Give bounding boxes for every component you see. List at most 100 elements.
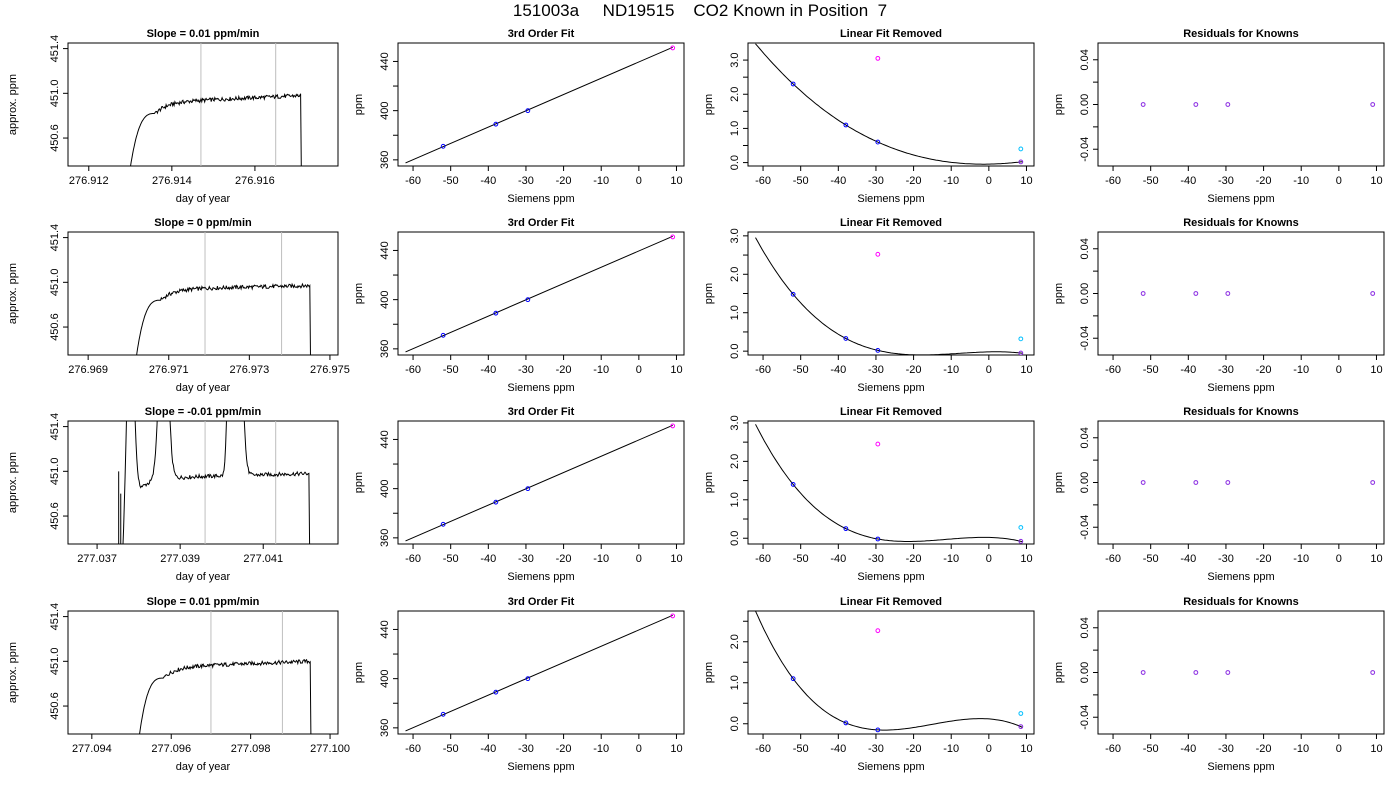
x-tick-label: -20: [906, 743, 922, 755]
x-tick-label: -60: [1105, 364, 1121, 376]
x-tick-label: 10: [670, 553, 682, 565]
x-tick-label: 0: [1336, 553, 1342, 565]
chart-title: Linear Fit Removed: [840, 217, 942, 229]
series-line: [136, 282, 311, 355]
y-tick-label: 440: [379, 241, 391, 259]
plot-frame: [747, 42, 1035, 167]
data-point-magenta: [875, 251, 881, 257]
data-point-purple: [1225, 670, 1231, 675]
x-tick-label: -50: [793, 553, 809, 565]
x-tick-label: -40: [830, 175, 846, 187]
data-point-purple: [1140, 670, 1146, 675]
data-point-blue: [525, 297, 531, 303]
chart-panel-14: 3rd Order Fit -60 -50 -40 -30 -20 -10 0 10 Siemen…: [353, 596, 685, 773]
x-tick-label: 0: [986, 743, 992, 755]
y-tick-label: 440: [379, 52, 391, 70]
chart-panel-2: 3rd Order Fit -60 -50 -40 -30 -20 -10 0 10 Siemen…: [353, 28, 685, 205]
x-tick-label: 0: [1336, 364, 1342, 376]
x-tick-label: 0: [986, 553, 992, 565]
data-point-purple: [1193, 291, 1199, 296]
y-axis-label: ppm: [1053, 283, 1065, 304]
chart-panel-6: 3rd Order Fit -60 -50 -40 -30 -20 -10 0 10 Siemen…: [353, 217, 685, 394]
x-tick-label: -20: [906, 175, 922, 187]
x-axis-label: Siemens ppm: [507, 382, 574, 394]
x-tick-label: -60: [755, 743, 771, 755]
plot-area: [405, 423, 676, 542]
x-tick-label: -20: [556, 743, 572, 755]
chart-panel-11: Linear Fit Removed -60 -50 -40 -30 -20 -10 0 10 S…: [703, 406, 1035, 583]
x-tick-label: 277.037: [77, 553, 117, 565]
x-tick-label: 276.973: [229, 364, 269, 376]
y-tick-label: 451.0: [49, 269, 61, 297]
x-tick-label: 10: [1370, 175, 1382, 187]
data-point-blue: [525, 676, 531, 682]
chart-panel-3: Linear Fit Removed -60 -50 -40 -30 -20 -10 0 10 S…: [703, 28, 1035, 205]
x-tick-label: -60: [405, 553, 421, 565]
chart-title: 3rd Order Fit: [508, 217, 575, 229]
data-point-purple: [1370, 291, 1376, 296]
x-tick-label: -30: [518, 743, 534, 755]
fit-line: [405, 46, 673, 164]
x-tick-label: -10: [943, 553, 959, 565]
chart-panel-4: Residuals for Knowns -60 -50 -40 -30 -20 -10 0 1…: [1053, 28, 1385, 205]
data-point-blue: [525, 486, 531, 492]
data-point-blue: [843, 720, 849, 726]
plot-frame: [67, 231, 339, 356]
y-tick-label: 400: [379, 479, 391, 497]
y-tick-label: 451.4: [49, 603, 61, 631]
y-axis-label: ppm: [703, 283, 715, 304]
x-tick-label: -20: [1256, 175, 1272, 187]
x-tick-label: 0: [636, 743, 642, 755]
x-tick-label: 10: [1370, 553, 1382, 565]
y-tick-label: 360: [379, 529, 391, 547]
data-point-purple: [1225, 291, 1231, 296]
y-tick-label: 451.4: [49, 224, 61, 252]
x-tick-label: -50: [793, 175, 809, 187]
data-point-blue: [493, 310, 499, 316]
data-point-blue: [843, 336, 849, 341]
data-point-blue: [843, 122, 849, 128]
x-tick-label: -10: [1293, 175, 1309, 187]
plot-area: [1140, 102, 1376, 107]
fit-curve: [755, 43, 1023, 165]
x-tick-label: 276.912: [69, 175, 109, 187]
data-point-blue: [440, 711, 446, 717]
y-tick-label: -0.04: [1079, 515, 1091, 540]
y-axis-label: ppm: [1053, 472, 1065, 493]
data-point-blue: [440, 143, 446, 149]
plot-frame: [67, 42, 339, 167]
chart-title: Slope = 0.01 ppm/min: [147, 28, 260, 40]
x-tick-label: -10: [593, 553, 609, 565]
chart-panel-5: Slope = 0 ppm/min 276.969 276.971 276.973 27…: [7, 217, 350, 394]
data-point-blue: [790, 291, 796, 297]
y-tick-label: 0.00: [1079, 472, 1091, 493]
y-tick-label: 2.0: [729, 267, 741, 282]
x-tick-label: -50: [793, 364, 809, 376]
plot-frame: [67, 610, 339, 735]
plot-frame: [397, 42, 685, 167]
data-point-purple: [1370, 480, 1376, 485]
x-tick-label: -50: [793, 743, 809, 755]
x-tick-label: 10: [670, 743, 682, 755]
plot-area: [139, 611, 312, 734]
x-tick-label: -40: [830, 743, 846, 755]
x-tick-label: 0: [1336, 743, 1342, 755]
x-tick-label: 0: [986, 175, 992, 187]
y-tick-label: 1.0: [729, 675, 741, 690]
data-point-blue: [493, 689, 499, 695]
data-point-cyan: [1018, 525, 1024, 530]
x-tick-label: -40: [1180, 175, 1196, 187]
y-tick-label: 450.6: [49, 124, 61, 152]
x-tick-label: -30: [868, 553, 884, 565]
y-axis-label: ppm: [1053, 662, 1065, 683]
x-tick-label: 10: [670, 364, 682, 376]
y-tick-label: -0.04: [1079, 137, 1091, 162]
x-tick-label: 10: [1020, 175, 1032, 187]
x-tick-label: 10: [1370, 364, 1382, 376]
x-tick-label: -20: [556, 364, 572, 376]
y-tick-label: 2.0: [729, 454, 741, 469]
y-tick-label: 1.0: [729, 305, 741, 320]
data-point-blue: [790, 676, 796, 682]
chart-title: Linear Fit Removed: [840, 596, 942, 608]
x-tick-label: -30: [1218, 743, 1234, 755]
